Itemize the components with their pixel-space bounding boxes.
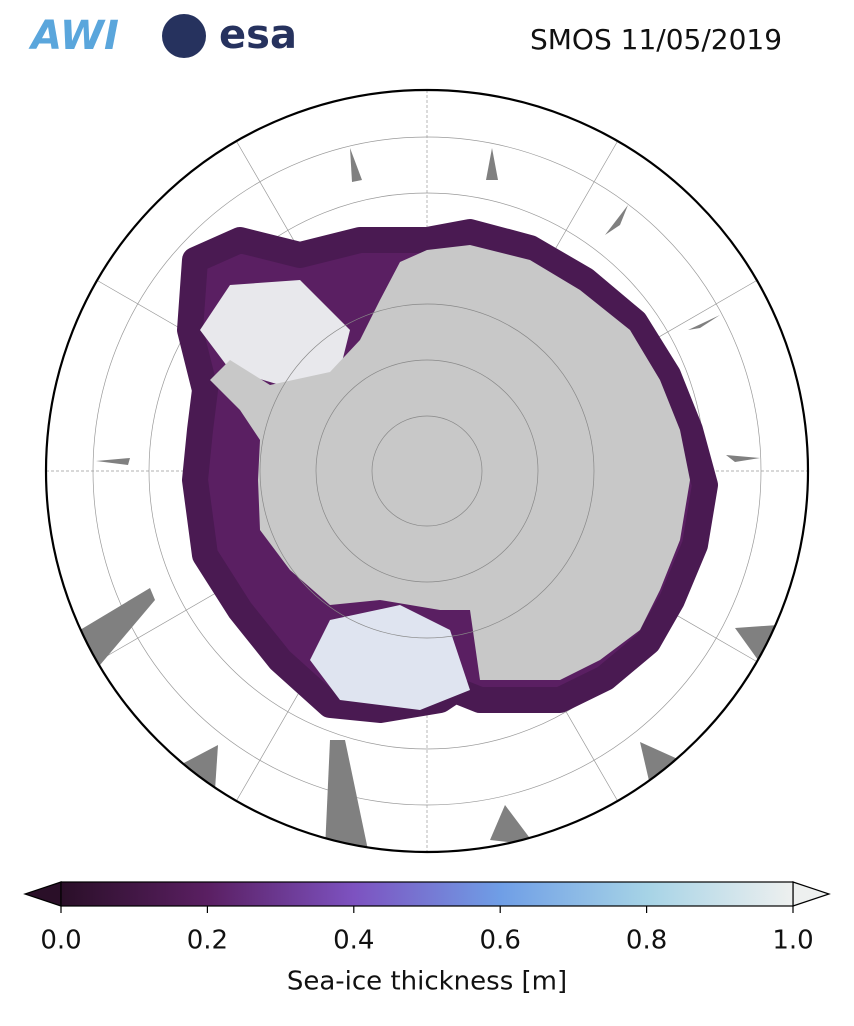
awi-logo: AWI: [28, 13, 119, 59]
colorbar-tick-label: 0.8: [626, 926, 667, 956]
colorbar-tick-label: 0.4: [333, 926, 374, 956]
weddell-ice: [200, 280, 350, 385]
colorbar-tick-label: 0.6: [480, 926, 521, 956]
colorbar-extend-high: [792, 881, 831, 907]
antarctica: [210, 245, 690, 680]
map-title: SMOS 11/05/2019: [530, 23, 782, 56]
esa-logo: esa: [219, 12, 297, 58]
colorbar-tick-label: 0.2: [187, 926, 228, 956]
land-patches: [80, 148, 778, 850]
colorbar-tick-label: 0.0: [40, 926, 81, 956]
map-border: [44, 88, 810, 854]
map: [46, 90, 808, 852]
ross-ice: [310, 605, 470, 710]
colorbar-tick-label: 1.0: [772, 926, 813, 956]
colorbar-extend-low: [23, 881, 62, 907]
colorbar-body: [60, 881, 794, 907]
esa-emblem: [162, 14, 206, 58]
colorbar: [23, 881, 831, 907]
graticule-over-land: [259, 303, 595, 639]
colorbar-label: Sea-ice thickness [m]: [287, 967, 567, 997]
